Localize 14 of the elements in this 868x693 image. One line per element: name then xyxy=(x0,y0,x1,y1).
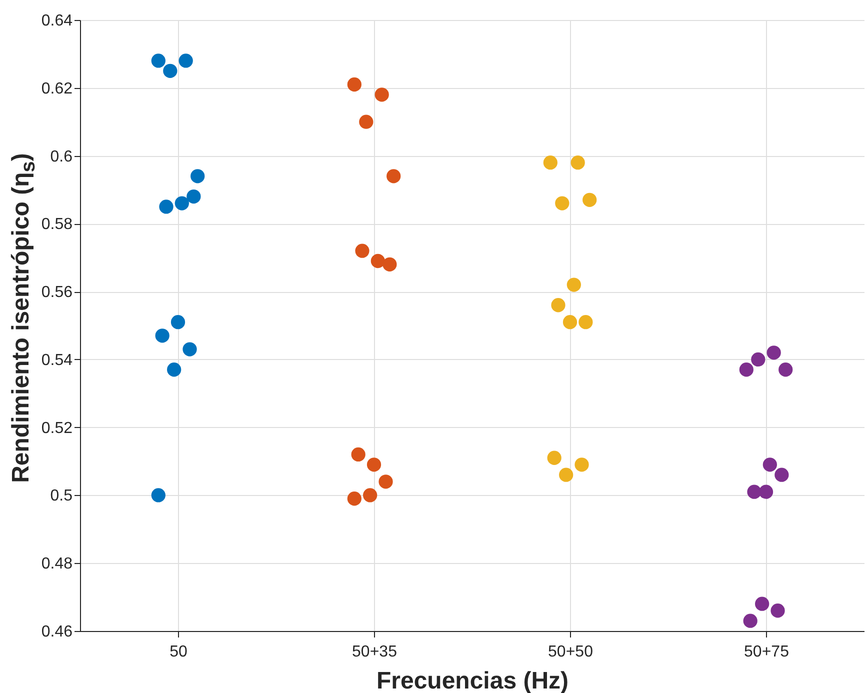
x-tick-label: 50+75 xyxy=(744,644,790,660)
y-tick-label: 0.46 xyxy=(41,624,73,640)
y-tick-label: 0.52 xyxy=(41,420,73,437)
x-tick-label: 50+50 xyxy=(548,644,594,660)
y-tick-label: 0.6 xyxy=(50,148,73,166)
x-tick-label: 50+35 xyxy=(352,644,398,660)
y-tick-label: 0.62 xyxy=(41,80,73,98)
y-tick-label: 0.5 xyxy=(50,488,73,505)
y-tick-label: 0.48 xyxy=(41,556,73,573)
y-tick-label: 0.56 xyxy=(41,284,73,302)
y-tick-label: 0.58 xyxy=(41,216,73,234)
x-tick-label: 50 xyxy=(170,644,188,660)
y-tick-label: 0.54 xyxy=(41,352,73,369)
y-tick-label: 0.64 xyxy=(41,12,73,30)
